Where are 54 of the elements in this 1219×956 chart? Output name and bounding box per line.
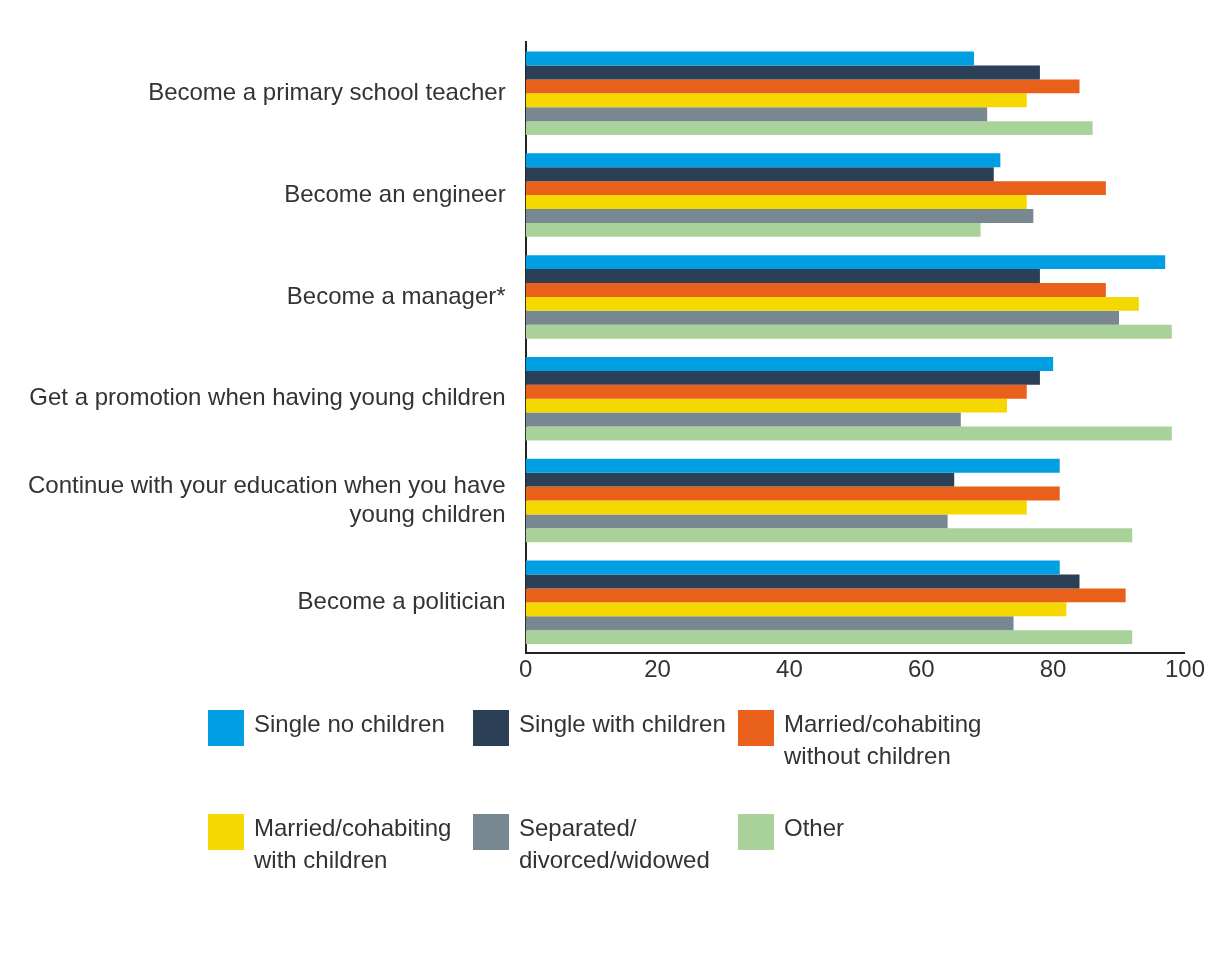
legend-label: Married/cohabiting with children [254,813,453,875]
bar [525,222,981,237]
legend-label: Separated/ divorced/widowed [519,813,711,875]
y-tick-label: Become a manager* [286,281,506,309]
bar [525,181,1106,196]
bar [525,560,1060,575]
bar [525,412,961,427]
bar [525,528,1133,543]
bar [525,458,1060,473]
y-tick-label: Become a politician [297,586,506,614]
bar [525,65,1040,80]
bar [525,269,1040,283]
bar [525,398,1007,413]
bar [525,282,1106,297]
legend-label: Single no children [254,709,446,739]
legend-label: Other [784,813,846,843]
bar [525,51,974,66]
x-tick-label: 60 [907,655,935,683]
bar [525,121,1093,136]
bar [525,370,1040,385]
bar [525,255,1166,270]
bar [525,616,1014,631]
bar [525,602,1067,617]
bar [525,472,955,487]
bar [525,153,1001,168]
bar [525,167,994,182]
bar [525,209,1034,223]
x-tick-label: 20 [644,655,671,683]
bar [525,107,988,122]
bar [525,426,1172,441]
legend-label: Married/cohabiting without children [784,709,983,771]
bar [525,574,1080,589]
bar [525,296,1139,311]
bar [525,588,1126,603]
y-tick-label: Become an engineer [284,179,506,207]
y-tick-label: Become a primary school teacher [148,77,506,105]
bar [525,630,1133,645]
x-tick-label: 0 [518,655,533,683]
bar [525,195,1027,210]
legend-label: Single with children [519,709,727,739]
bar [525,79,1080,94]
bar [525,384,1027,399]
x-tick-label: 40 [776,655,803,683]
y-tick-label: Continue with your education when you have young children [27,470,506,527]
bar [525,324,1172,339]
x-tick-label: 100 [1164,655,1205,683]
y-tick-label: Get a promotion when having young children [29,383,506,411]
bar [525,93,1027,108]
bar [525,356,1054,371]
bar [525,514,948,529]
bar [525,486,1060,501]
bar [525,310,1120,325]
x-tick-label: 80 [1039,655,1067,683]
bar [525,500,1027,515]
